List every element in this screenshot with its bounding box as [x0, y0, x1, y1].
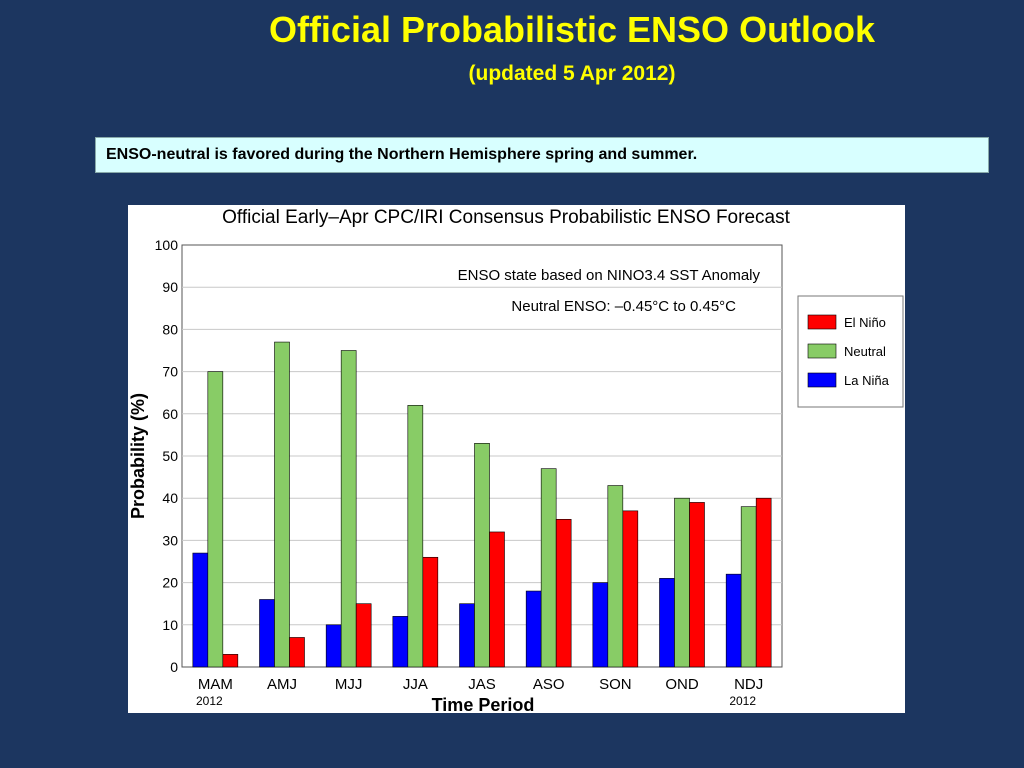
y-tick-label: 70 [162, 364, 178, 380]
legend-label: El Niño [844, 315, 886, 330]
legend-swatch [807, 314, 837, 330]
legend-swatch [807, 343, 837, 359]
x-tick-label: JJA [403, 676, 428, 693]
bar-AMJ-1 [274, 341, 290, 668]
bar-MJJ-1 [340, 350, 357, 668]
summary-box: ENSO-neutral is favored during the North… [95, 137, 989, 173]
y-tick-label: 0 [170, 659, 178, 675]
y-tick-label: 30 [162, 532, 178, 548]
bar-NDJ-0 [725, 573, 742, 668]
bar-JJA-2 [422, 556, 439, 668]
x-tick-label: JAS [468, 676, 496, 693]
x-tick-label: OND [665, 676, 699, 693]
bar-OND-2 [689, 502, 705, 668]
y-tick-label: 10 [162, 617, 178, 633]
slide-subtitle: (updated 5 Apr 2012) [468, 62, 676, 85]
bar-JAS-1 [474, 443, 490, 668]
legend-label: La Niña [844, 373, 890, 388]
enso-forecast-chart: Official Early–Apr CPC/IRI Consensus Pro… [128, 207, 904, 715]
y-tick-label: 100 [155, 237, 179, 253]
bar-JJA-1 [407, 405, 424, 668]
chart-title: Official Early–Apr CPC/IRI Consensus Pro… [222, 207, 790, 228]
chart-annotation-line1: ENSO state based on NINO3.4 SST Anomaly [458, 267, 761, 284]
bar-NDJ-1 [740, 506, 757, 668]
bar-MAM-2 [222, 654, 239, 668]
bar-SON-0 [592, 582, 609, 668]
y-tick-label: 50 [162, 448, 178, 464]
y-tick-label: 80 [162, 321, 178, 337]
y-tick-label: 60 [162, 406, 178, 422]
y-tick-label: 90 [162, 279, 178, 295]
bar-AMJ-2 [289, 637, 305, 668]
bar-SON-2 [622, 510, 639, 668]
y-tick-labels: 0 10 20 30 40 50 60 70 80 90 100 [155, 237, 179, 675]
legend: El Niño Neutral La Niña [797, 295, 904, 408]
x-tick-label: MAM [198, 676, 233, 693]
bar-MAM-1 [207, 371, 224, 668]
bar-ASO-2 [555, 518, 572, 668]
x-tick-label: AMJ [267, 676, 297, 693]
bar-AMJ-0 [259, 599, 275, 668]
x-tick-label: NDJ [734, 676, 763, 693]
x-tick-label: SON [599, 676, 632, 693]
x-tick-label: MJJ [335, 676, 363, 693]
bar-OND-1 [674, 497, 690, 668]
bar-JAS-0 [459, 603, 475, 668]
x-tick-sublabel: 2012 [729, 694, 756, 708]
bar-NDJ-2 [755, 497, 772, 668]
legend-swatch [807, 372, 837, 388]
bar-MJJ-0 [325, 624, 342, 668]
x-axis-label: Time Period [432, 695, 535, 713]
y-axis-label: Probability (%) [128, 393, 148, 519]
bar-OND-0 [659, 578, 675, 668]
chart-annotation-line2: Neutral ENSO: –0.45°C to 0.45°C [511, 298, 736, 315]
slide-title: Official Probabilistic ENSO Outlook [268, 9, 876, 50]
y-tick-label: 20 [162, 575, 178, 591]
bar-SON-1 [607, 485, 624, 668]
bar-JAS-2 [489, 531, 505, 668]
y-tick-label: 40 [162, 490, 178, 506]
bar-MAM-0 [192, 552, 209, 668]
bar-ASO-1 [540, 468, 557, 668]
legend-items: El Niño Neutral La Niña [807, 314, 890, 388]
chart-panel: Official Early–Apr CPC/IRI Consensus Pro… [128, 205, 905, 715]
bar-MJJ-2 [355, 603, 372, 668]
x-tick-sublabel: 2012 [196, 694, 223, 708]
bars [192, 341, 772, 668]
bar-JJA-0 [392, 616, 409, 668]
legend-label: Neutral [844, 344, 886, 359]
x-tick-label: ASO [533, 676, 565, 693]
bar-ASO-0 [525, 590, 542, 668]
